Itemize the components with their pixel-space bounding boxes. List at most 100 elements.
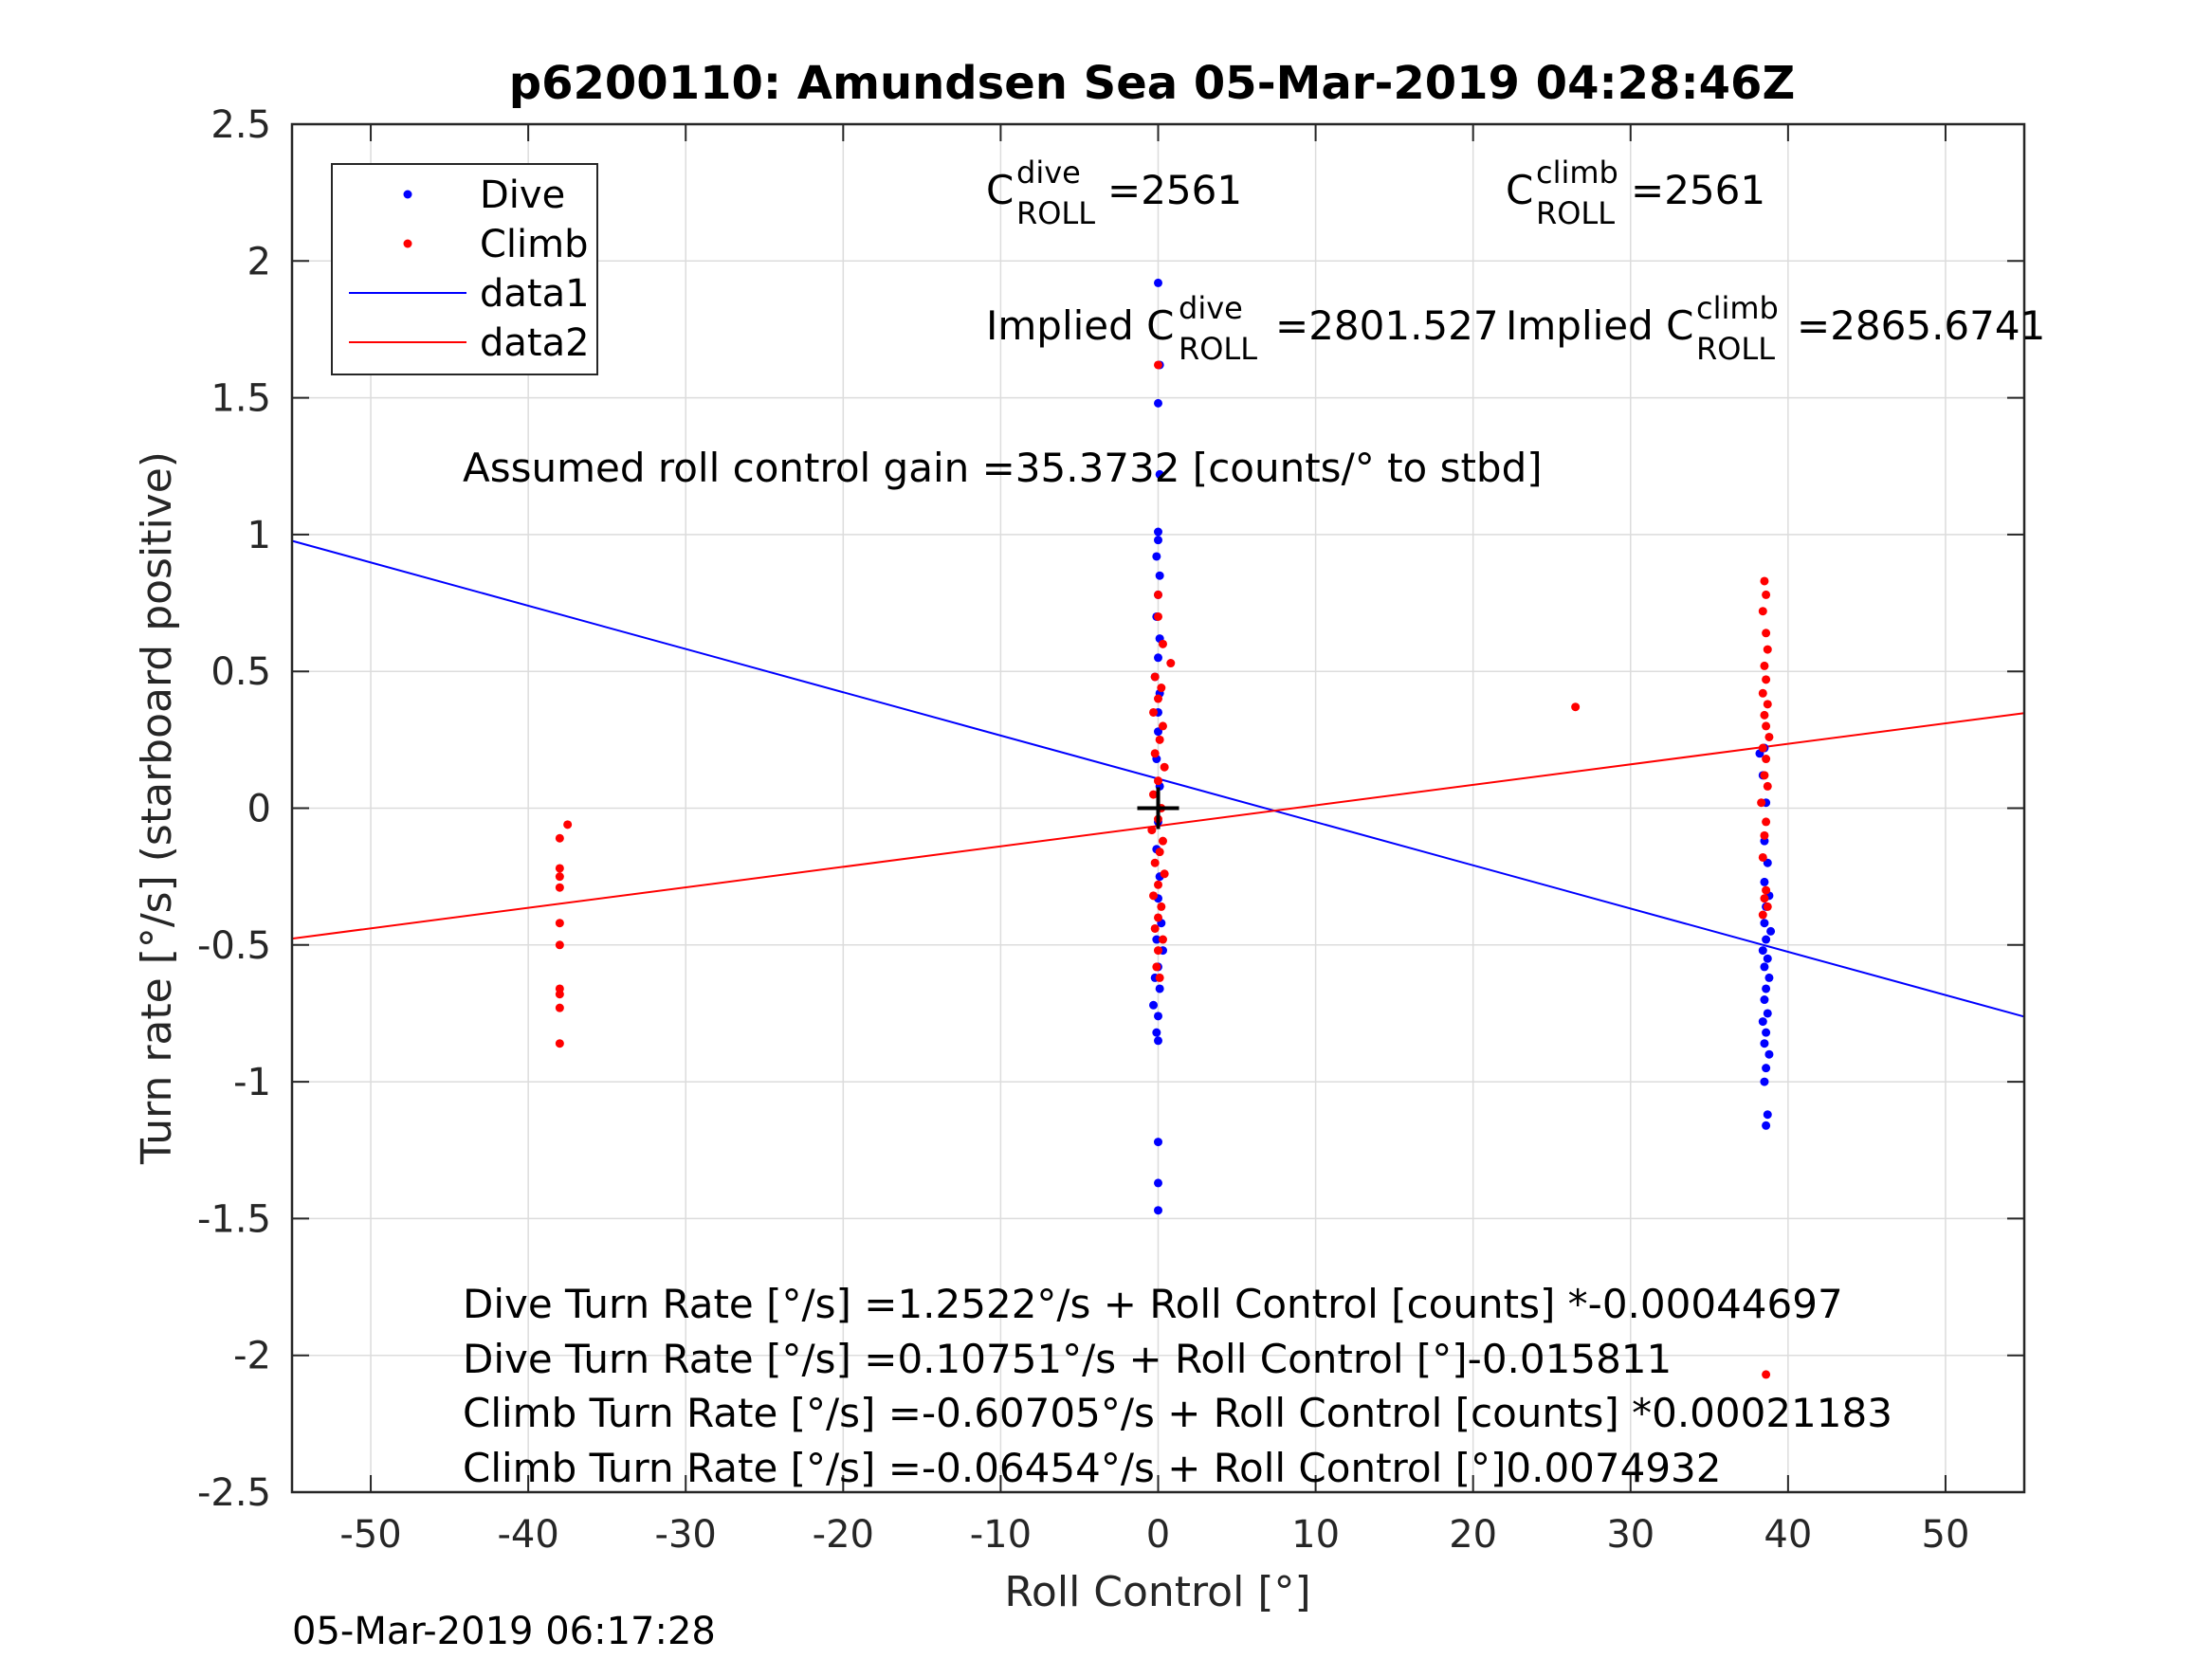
equation-dive-degrees: Dive Turn Rate [°/s] =0.10751°/s + Roll … xyxy=(463,1336,1672,1382)
dive-point xyxy=(1154,1012,1162,1021)
dive-point xyxy=(1760,919,1769,928)
climb-point xyxy=(1762,885,1771,895)
c-dive-annotation: C dive ROLL =2561 xyxy=(986,155,1242,231)
y-tick-label: -1.5 xyxy=(197,1197,271,1241)
dive-point xyxy=(1154,1036,1162,1046)
climb-point xyxy=(1758,910,1767,920)
climb-point xyxy=(1758,743,1767,753)
legend-label: Dive xyxy=(480,173,565,217)
dive-point xyxy=(1760,995,1769,1005)
dive-point xyxy=(1154,398,1162,408)
climb-point xyxy=(1760,710,1769,720)
x-tick-label: -50 xyxy=(339,1513,401,1557)
climb-point xyxy=(1158,836,1167,846)
climb-point xyxy=(1149,790,1159,799)
dive-point xyxy=(1764,973,1774,982)
climb-point xyxy=(1763,781,1772,791)
dive-point xyxy=(1154,653,1162,663)
climb-point xyxy=(1762,590,1771,599)
climb-point xyxy=(1160,762,1169,772)
equation-climb-counts: Climb Turn Rate [°/s] =-0.60705°/s + Rol… xyxy=(463,1390,1892,1436)
dive-point xyxy=(1154,1138,1162,1147)
climb-point xyxy=(555,872,564,882)
legend-items: Dive Climb data1 data2 xyxy=(349,173,590,365)
x-axis-label: Roll Control [°] xyxy=(1004,1568,1310,1616)
legend: Dive Climb data1 data2 xyxy=(331,163,598,375)
climb-point xyxy=(1158,721,1167,731)
dive-point xyxy=(1762,984,1771,994)
svg-text:dive: dive xyxy=(1016,155,1081,191)
svg-text:ROLL: ROLL xyxy=(1696,331,1775,367)
dive-point xyxy=(1154,1178,1162,1188)
legend-label: data1 xyxy=(480,272,590,316)
x-tick-label: -10 xyxy=(970,1513,1032,1557)
chart-title: p6200110: Amundsen Sea 05-Mar-2019 04:28… xyxy=(509,57,1796,110)
legend-label: Climb xyxy=(480,223,589,266)
y-tick-label: -2 xyxy=(233,1335,271,1378)
climb-point xyxy=(1154,880,1162,889)
climb-point xyxy=(1166,659,1176,668)
tick-labels: -50 -40 -30 -20 -10 0 10 20 30 40 50-2.5-2-1.5-1-0… xyxy=(197,103,1969,1557)
x-tick-label: 10 xyxy=(1291,1513,1340,1557)
x-tick-label: 40 xyxy=(1764,1513,1812,1557)
svg-text:=2561: =2561 xyxy=(1107,167,1242,213)
climb-point xyxy=(1760,576,1769,586)
svg-text:Implied C: Implied C xyxy=(1506,302,1693,349)
climb-point xyxy=(1147,826,1157,835)
dive-point xyxy=(1154,527,1162,537)
climb-point xyxy=(1150,923,1160,933)
climb-point xyxy=(1149,707,1159,717)
dive-point xyxy=(1760,1039,1769,1048)
climb-point xyxy=(1762,629,1771,638)
climb-point xyxy=(555,883,564,892)
y-tick-label: -2.5 xyxy=(197,1471,271,1515)
svg-text:=2865.6741: =2865.6741 xyxy=(1797,302,2045,349)
climb-point xyxy=(1154,611,1162,621)
dive-point xyxy=(1154,1206,1162,1215)
y-tick-label: 2 xyxy=(247,240,271,283)
dive-point xyxy=(1763,1009,1772,1018)
climb-point xyxy=(1155,973,1164,982)
x-tick-label: 30 xyxy=(1606,1513,1654,1557)
dive-point xyxy=(1762,935,1771,944)
climb-point xyxy=(1762,1370,1771,1379)
climb-point xyxy=(1758,852,1767,862)
climb-point xyxy=(1762,817,1771,827)
dive-point xyxy=(1762,1028,1771,1037)
legend-marker-climb xyxy=(403,239,412,248)
climb-point xyxy=(1157,902,1166,911)
dive-point xyxy=(1152,1028,1161,1037)
dive-point xyxy=(1762,1064,1771,1073)
svg-text:=2801.527: =2801.527 xyxy=(1275,302,1499,349)
legend-label: data2 xyxy=(480,321,590,365)
dive-point xyxy=(1766,926,1776,936)
y-tick-label: 0 xyxy=(247,788,271,831)
svg-text:Implied C: Implied C xyxy=(986,302,1174,349)
x-tick-label: 20 xyxy=(1449,1513,1497,1557)
dive-point xyxy=(1760,1077,1769,1086)
x-tick-label: -30 xyxy=(655,1513,717,1557)
dive-point xyxy=(1155,571,1164,580)
climb-point xyxy=(1154,590,1162,599)
climb-point xyxy=(1154,360,1162,370)
climb-point xyxy=(1157,684,1166,693)
climb-point xyxy=(555,984,564,994)
y-tick-label: 0.5 xyxy=(210,650,271,694)
climb-point xyxy=(1757,798,1766,808)
climb-point xyxy=(1760,830,1769,840)
svg-text:climb: climb xyxy=(1536,155,1618,191)
gain-annotation: Assumed roll control gain =35.3732 [coun… xyxy=(463,445,1543,491)
equation-climb-degrees: Climb Turn Rate [°/s] =-0.06454°/s + Rol… xyxy=(463,1445,1722,1491)
climb-point xyxy=(1760,894,1769,903)
svg-text:=2561: =2561 xyxy=(1631,167,1765,213)
climb-point xyxy=(1154,776,1162,786)
y-tick-label: -1 xyxy=(233,1061,271,1104)
dive-point xyxy=(1155,469,1164,479)
svg-text:ROLL: ROLL xyxy=(1016,195,1095,231)
timestamp: 05-Mar-2019 06:17:28 xyxy=(292,1610,716,1653)
climb-point xyxy=(563,820,573,830)
climb-point xyxy=(1158,935,1167,944)
climb-point xyxy=(1758,607,1767,616)
svg-text:C: C xyxy=(1506,167,1533,213)
